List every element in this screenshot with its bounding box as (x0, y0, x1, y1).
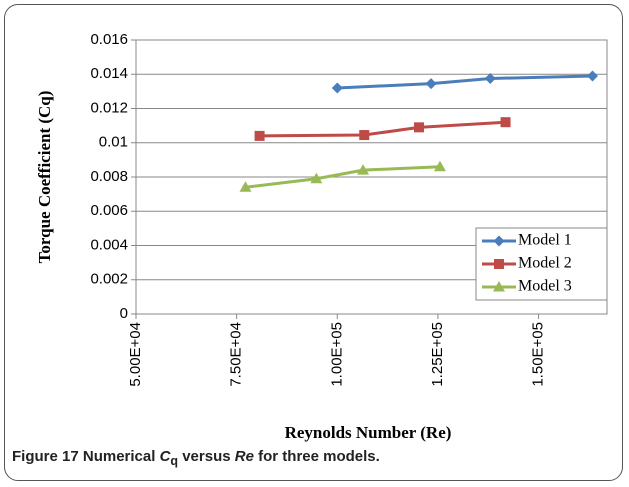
caption-label: Figure 17 (12, 448, 79, 465)
marker (493, 235, 505, 247)
y-tick-label: 0.004 (90, 236, 128, 253)
x-tick-label: 1.00E+05 (328, 322, 345, 387)
marker (587, 70, 599, 82)
legend-label: Model 2 (518, 255, 572, 272)
y-tick-label: 0.016 (90, 31, 128, 48)
marker (310, 172, 323, 184)
y-tick-label: 0.014 (90, 65, 128, 82)
marker (414, 122, 425, 133)
y-tick-label: 0 (120, 305, 128, 322)
x-tick-label: 5.00E+04 (127, 322, 144, 387)
marker (425, 78, 437, 90)
marker (239, 181, 252, 192)
series-line (259, 120, 506, 138)
marker (331, 82, 343, 94)
marker (359, 130, 370, 141)
marker (357, 164, 370, 175)
marker (493, 281, 505, 292)
caption-text: for three models. (253, 448, 380, 465)
y-tick-label: 0.006 (90, 202, 128, 219)
figure-frame (4, 4, 623, 481)
y-tick-label: 0.01 (99, 134, 128, 151)
x-tick-label: 1.50E+05 (530, 322, 547, 387)
marker (494, 259, 504, 269)
legend-label: Model 3 (518, 278, 572, 295)
y-tick-label: 0.012 (90, 99, 128, 116)
series-line (245, 165, 441, 189)
caption-text: versus (178, 448, 235, 465)
legend-label: Model 1 (518, 232, 572, 249)
x-axis-title: Reynolds Number (Re) (285, 423, 452, 442)
caption: Figure 17 Numerical Cq versus Re for thr… (12, 448, 380, 468)
caption-subscript: q (170, 454, 179, 468)
x-tick-label: 7.50E+04 (228, 322, 245, 387)
caption-text: Numerical (82, 448, 160, 465)
caption-symbol: C (159, 448, 171, 465)
legend: Model 1 Model 2 Model 3 (475, 227, 608, 301)
marker (500, 117, 511, 128)
y-tick-label: 0.002 (90, 271, 128, 288)
marker (433, 160, 446, 172)
x-tick-label: 1.25E+05 (429, 322, 446, 387)
y-axis-title: Torque Coefficient (Cq) (35, 91, 54, 264)
caption-symbol: Re (234, 448, 254, 465)
marker (254, 130, 265, 141)
marker (484, 73, 496, 85)
y-tick-label: 0.008 (90, 168, 128, 185)
series-line (337, 74, 593, 90)
chart: Reynolds Number (Re) Torque Coefficient … (35, 31, 608, 442)
